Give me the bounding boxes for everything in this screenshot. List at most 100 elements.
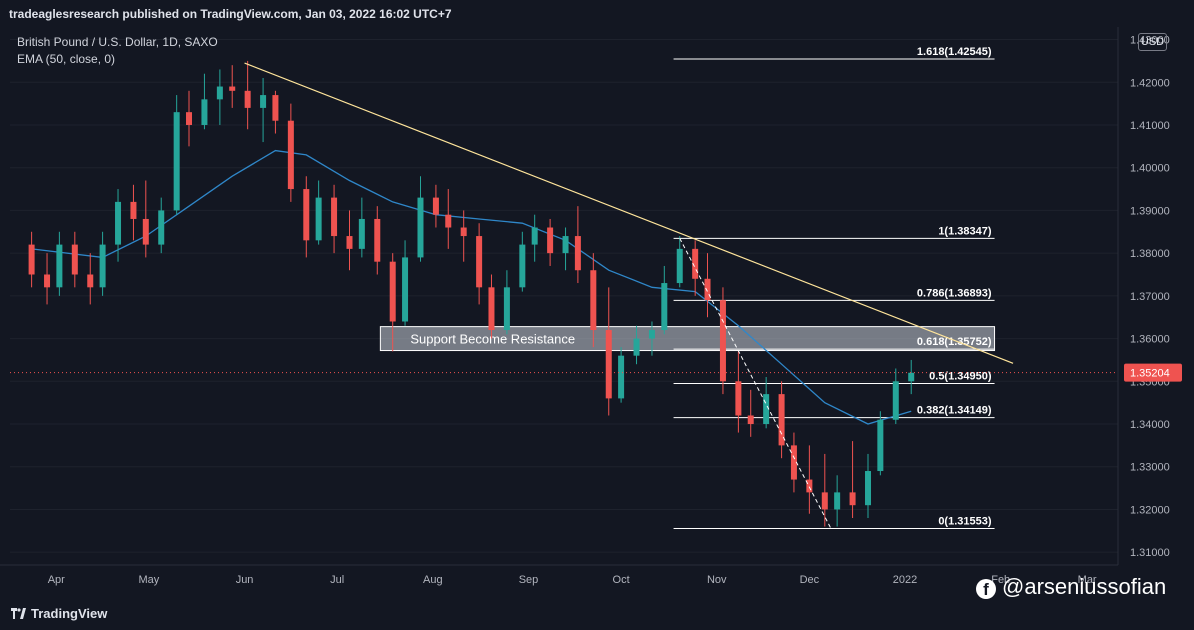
candle-body	[216, 86, 223, 100]
fib-label: 1.618(1.42545)	[917, 46, 992, 58]
price-tick-label: 1.38000	[1130, 248, 1170, 260]
candle-body	[56, 244, 63, 288]
candle-body	[547, 227, 554, 254]
zone-label: Support Become Resistance	[410, 332, 575, 347]
tradingview-logo[interactable]: TradingView	[11, 606, 107, 621]
candle-body	[432, 197, 439, 215]
last-price-tag	[1124, 363, 1182, 382]
time-tick-label: Jul	[330, 574, 344, 586]
price-chart[interactable]: Support Become Resistance 1.618(1.42545)…	[0, 27, 1194, 597]
candle-body	[417, 197, 424, 258]
candle-body	[692, 248, 699, 279]
facebook-icon: f	[976, 579, 996, 599]
price-axis[interactable]: 1.43000 1.42000 1.41000 1.40000 1.39000 1.380…	[1117, 27, 1182, 565]
candle-body	[315, 197, 322, 241]
candle-body	[476, 236, 483, 288]
candle-body	[358, 218, 365, 249]
candle-body	[303, 189, 310, 241]
watermark: f @arseniussofian	[976, 574, 1166, 600]
candle-body	[562, 236, 569, 254]
candle-body	[460, 227, 467, 237]
price-tick-label: 1.32000	[1130, 504, 1170, 516]
candle-body	[877, 419, 884, 472]
price-tick-label: 1.31000	[1130, 547, 1170, 559]
candle-body	[719, 300, 726, 382]
trendline	[244, 62, 1014, 529]
tradingview-icon	[11, 608, 26, 619]
candle-body	[790, 445, 797, 480]
time-axis[interactable]: Apr May Jun Jul Aug Sep Oct Nov Dec 2022 Feb Mar	[0, 564, 1118, 586]
candle-body	[747, 415, 754, 425]
candle-body	[173, 112, 180, 211]
candle-body	[834, 492, 841, 510]
symbol-label[interactable]: British Pound / U.S. Dollar, 1D, SAXO	[17, 35, 218, 49]
price-tick-label: 1.41000	[1130, 120, 1170, 132]
candle-body	[130, 201, 137, 219]
candle-body	[374, 218, 381, 262]
time-tick-label: Sep	[519, 574, 539, 586]
price-tick-label: 1.39000	[1130, 205, 1170, 217]
ema-line	[31, 149, 912, 425]
time-tick-label: Nov	[707, 574, 727, 586]
candle-body	[676, 248, 683, 284]
candle-body	[865, 471, 872, 506]
price-tick-label: 1.36000	[1130, 334, 1170, 346]
candle-body	[618, 355, 625, 399]
candle-body	[201, 99, 208, 125]
time-tick-label: Oct	[613, 574, 630, 586]
candle-body	[633, 338, 640, 356]
candle-body	[389, 261, 396, 322]
currency-button[interactable]: USD	[1138, 33, 1167, 51]
ema-path	[31, 149, 912, 425]
candle-body	[229, 86, 236, 91]
fib-label: 1(1.38347)	[938, 225, 992, 237]
publish-header-text: tradeaglesresearch published on TradingV…	[9, 7, 452, 21]
candles	[28, 60, 915, 527]
candle-body	[287, 120, 294, 190]
last-price-label: 1.35204	[1130, 368, 1170, 380]
candle-body	[648, 330, 655, 339]
candle-body	[892, 381, 899, 420]
candle-body	[158, 210, 165, 245]
candle-body	[908, 372, 915, 382]
indicator-label[interactable]: EMA (50, close, 0)	[17, 52, 116, 66]
candle-body	[99, 244, 106, 288]
candle-body	[142, 218, 149, 245]
candle-body	[244, 90, 251, 108]
price-tick-label: 1.40000	[1130, 163, 1170, 175]
time-tick-label: Dec	[800, 574, 820, 586]
candle-body	[71, 244, 78, 275]
price-tick-label: 1.43000	[1130, 35, 1170, 47]
candle-body	[519, 244, 526, 288]
tradingview-logo-text: TradingView	[31, 606, 108, 621]
fib-swing-line	[679, 238, 832, 529]
candle-body	[574, 236, 581, 271]
candle-body	[44, 274, 51, 288]
trendline-path	[244, 62, 1014, 364]
fib-label: 0(1.31553)	[938, 516, 992, 528]
candle-body	[806, 479, 813, 493]
candle-body	[488, 287, 495, 331]
chart-area[interactable]: Support Become Resistance 1.618(1.42545)…	[0, 27, 1194, 597]
candle-body	[735, 381, 742, 416]
fib-label: 0.618(1.35752)	[917, 336, 992, 348]
candle-body	[661, 283, 668, 331]
price-tick-label: 1.33000	[1130, 462, 1170, 474]
candle-body	[531, 227, 538, 245]
time-tick-label: Jun	[236, 574, 254, 586]
fibonacci-levels: 1.618(1.42545) 1(1.38347) 0.786(1.36893) 0.…	[673, 46, 995, 530]
fib-label: 0.5(1.34950)	[929, 370, 992, 382]
price-tick-label: 1.42000	[1130, 77, 1170, 89]
chart-legend: British Pound / U.S. Dollar, 1D, SAXO EM…	[17, 34, 218, 68]
candle-body	[445, 214, 452, 228]
price-tick-label: 1.37000	[1130, 291, 1170, 303]
candle-body	[778, 394, 785, 446]
time-tick-label: Feb	[991, 574, 1010, 586]
publish-header: tradeaglesresearch published on TradingV…	[0, 0, 1194, 27]
time-tick-label: Mar	[1078, 574, 1097, 586]
time-tick-label: Aug	[423, 574, 443, 586]
time-tick-label: 2022	[893, 574, 917, 586]
candle-body	[331, 197, 338, 237]
footer: TradingView	[0, 597, 1194, 630]
candle-body	[115, 201, 122, 245]
